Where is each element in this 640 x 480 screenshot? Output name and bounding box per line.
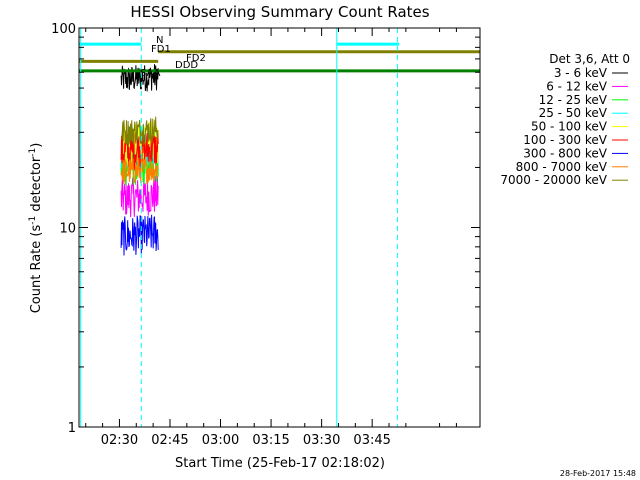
flag-label-fd2: FD2 <box>186 53 206 64</box>
plot-frame <box>78 27 481 428</box>
chart-title: HESSI Observing Summary Count Rates <box>130 3 429 21</box>
legend-label-9: 7000 - 20000 keV <box>500 173 607 187</box>
x-axis-label: Start Time (25-Feb-17 02:18:02) <box>175 456 385 471</box>
legend-title: Det 3,6, Att 0 <box>549 52 630 66</box>
series-line-7 <box>120 214 159 256</box>
x-tick-label-1: 02:30 <box>101 433 138 448</box>
series-layer <box>120 64 159 256</box>
x-tick-label-3: 03:00 <box>202 433 239 448</box>
y-axis-label-end: ) <box>29 143 44 148</box>
y-axis-label-middle: detector <box>29 156 44 216</box>
y-tick-label-2: 10 <box>59 222 76 237</box>
y-axis-label: Count Rate (s-1 detector-1) <box>28 143 44 314</box>
legend-label-1: 3 - 6 keV <box>554 66 608 80</box>
legend-label-2: 6 - 12 keV <box>546 79 608 93</box>
x-tick-label-5: 03:30 <box>303 433 340 448</box>
flag-label-n: N <box>156 35 163 46</box>
legend-label-8: 800 - 7000 keV <box>516 160 608 174</box>
y-axis-label-main: Count Rate (s <box>29 225 44 314</box>
y-axis-label-exponent-2: -1 <box>28 148 38 157</box>
x-tick-label-6: 03:45 <box>353 433 390 448</box>
y-tick-label-3: 100 <box>51 22 76 37</box>
flag-label-ecl: DDD <box>175 60 198 71</box>
series-line-1 <box>120 64 159 92</box>
flag-label-fd1: FD1 <box>151 44 171 55</box>
series-line-2 <box>120 176 159 218</box>
legend-label-4: 25 - 50 keV <box>539 106 608 120</box>
legend-label-7: 300 - 800 keV <box>523 146 607 160</box>
series-line-9 <box>120 116 159 146</box>
x-tick-label-2: 02:45 <box>151 433 188 448</box>
x-axis: 02:30 02:45 03:00 03:15 03:30 03:45 <box>85 28 457 448</box>
flag-label-saa: SAA <box>140 68 161 79</box>
y-axis: 1 10 100 <box>51 22 480 436</box>
y-tick-label-1: 1 <box>68 421 76 436</box>
y-axis-label-exponent-1: -1 <box>28 216 38 225</box>
legend-label-3: 12 - 25 keV <box>539 93 608 107</box>
legend-label-5: 50 - 100 keV <box>531 120 608 134</box>
series-line-8 <box>120 156 159 185</box>
plot-timestamp: 28-Feb-2017 15:48 <box>560 469 636 478</box>
legend-label-6: 100 - 300 keV <box>523 133 607 147</box>
x-tick-label-4: 03:15 <box>252 433 289 448</box>
